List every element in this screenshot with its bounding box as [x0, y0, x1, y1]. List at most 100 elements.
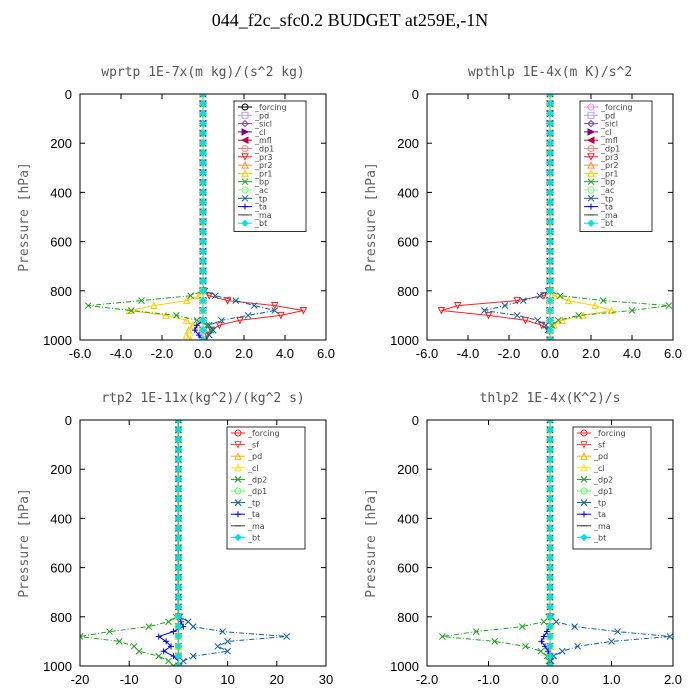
legend-label: _ma	[593, 522, 611, 531]
data-point	[546, 485, 554, 493]
data-point	[199, 129, 207, 138]
legend-marker	[241, 178, 249, 186]
data-point	[518, 623, 526, 630]
legend-label: _bt	[247, 533, 260, 542]
legend-marker	[587, 119, 595, 128]
data-point	[439, 633, 446, 640]
legend-label: _pr3	[600, 153, 618, 162]
legend-label: _forcing	[247, 429, 280, 438]
y-tick-label: 400	[397, 185, 419, 200]
data-point	[199, 94, 207, 98]
data-point	[536, 292, 544, 300]
y-tick-label: 1000	[43, 659, 72, 674]
y-tick-label: 800	[50, 284, 72, 299]
data-point	[537, 647, 545, 655]
data-point	[546, 593, 554, 601]
legend-marker	[241, 119, 249, 128]
data-point	[546, 159, 554, 167]
data-point	[578, 311, 587, 319]
data-point	[277, 311, 285, 320]
legend-label: _ta	[254, 203, 267, 212]
legend-marker	[587, 178, 595, 186]
legend-marker	[241, 103, 249, 111]
x-tick-label: 2.0	[664, 672, 682, 687]
panel-title: thlp2 1E-4x(K^2)/s	[480, 391, 621, 406]
data-point	[546, 455, 554, 464]
legend-marker	[580, 429, 588, 437]
x-tick-label: 0.0	[194, 346, 212, 361]
data-point	[546, 336, 554, 340]
data-point	[199, 218, 207, 226]
data-point	[546, 445, 554, 454]
data-point	[199, 208, 207, 216]
data-point	[203, 321, 211, 329]
data-point	[174, 563, 183, 572]
data-point	[199, 277, 207, 285]
data-point	[542, 321, 550, 329]
data-point	[205, 321, 213, 329]
legend-label: _bt	[254, 219, 267, 228]
x-tick-label: 2.0	[235, 346, 253, 361]
y-tick-label: 200	[50, 136, 72, 151]
chart-panel-3: rtp2 1E-11x(kg^2)/(kg^2 s) Pressure [hPa]…	[17, 391, 333, 687]
data-point	[174, 455, 183, 464]
data-point	[106, 628, 113, 635]
data-point	[182, 330, 191, 339]
legend-label: _forcing	[254, 103, 287, 112]
data-point	[546, 420, 554, 424]
y-tick-label: 1000	[43, 333, 72, 348]
data-point	[199, 109, 207, 118]
data-point	[546, 632, 554, 641]
data-point	[558, 316, 567, 324]
data-point	[174, 504, 183, 513]
data-point	[165, 618, 172, 626]
data-point	[199, 306, 207, 315]
data-point	[513, 312, 521, 319]
y-tick-label: 400	[50, 511, 72, 526]
data-point	[546, 208, 554, 216]
data-point	[283, 633, 290, 640]
data-point	[189, 652, 197, 660]
data-point	[546, 534, 554, 542]
data-point	[174, 514, 183, 523]
data-point	[666, 633, 673, 640]
data-point	[182, 316, 191, 324]
data-point	[522, 642, 529, 650]
data-point	[199, 247, 207, 256]
legend-marker	[241, 153, 249, 161]
legend-marker	[241, 111, 249, 119]
data-point	[201, 336, 209, 340]
legend-label: _tp	[254, 194, 267, 203]
plot-frame	[79, 93, 327, 341]
legend-marker	[234, 499, 242, 506]
legend-label: _dp1	[593, 487, 613, 496]
data-point	[174, 632, 183, 641]
data-point	[546, 267, 554, 275]
data-point	[546, 228, 554, 236]
data-point	[546, 237, 554, 246]
legend-marker	[580, 487, 588, 495]
y-tick-label: 600	[397, 235, 419, 250]
legend-label: _dp2	[593, 475, 613, 484]
data-point	[270, 302, 279, 310]
data-point	[84, 302, 92, 309]
legend-label: _sicl	[254, 120, 272, 129]
data-point	[172, 312, 180, 319]
legend-marker	[587, 194, 595, 202]
legend-label: _pd	[600, 111, 615, 120]
y-tick-label: 0	[412, 413, 419, 428]
data-point	[546, 306, 554, 315]
data-point	[546, 583, 554, 591]
data-point	[665, 302, 673, 309]
y-tick-label: 0	[65, 87, 72, 102]
data-point	[135, 647, 143, 655]
panel-title: wprtp 1E-7x(m kg)/(s^2 kg)	[101, 65, 305, 80]
panel-title: rtp2 1E-11x(kg^2)/(kg^2 s)	[101, 391, 305, 406]
data-point	[174, 544, 183, 552]
legend-marker	[587, 103, 595, 111]
legend-label: _ac	[600, 186, 614, 195]
x-tick-label: -6.0	[69, 346, 91, 361]
y-tick-label: 1000	[390, 659, 419, 674]
legend-label: _cl	[254, 128, 266, 137]
